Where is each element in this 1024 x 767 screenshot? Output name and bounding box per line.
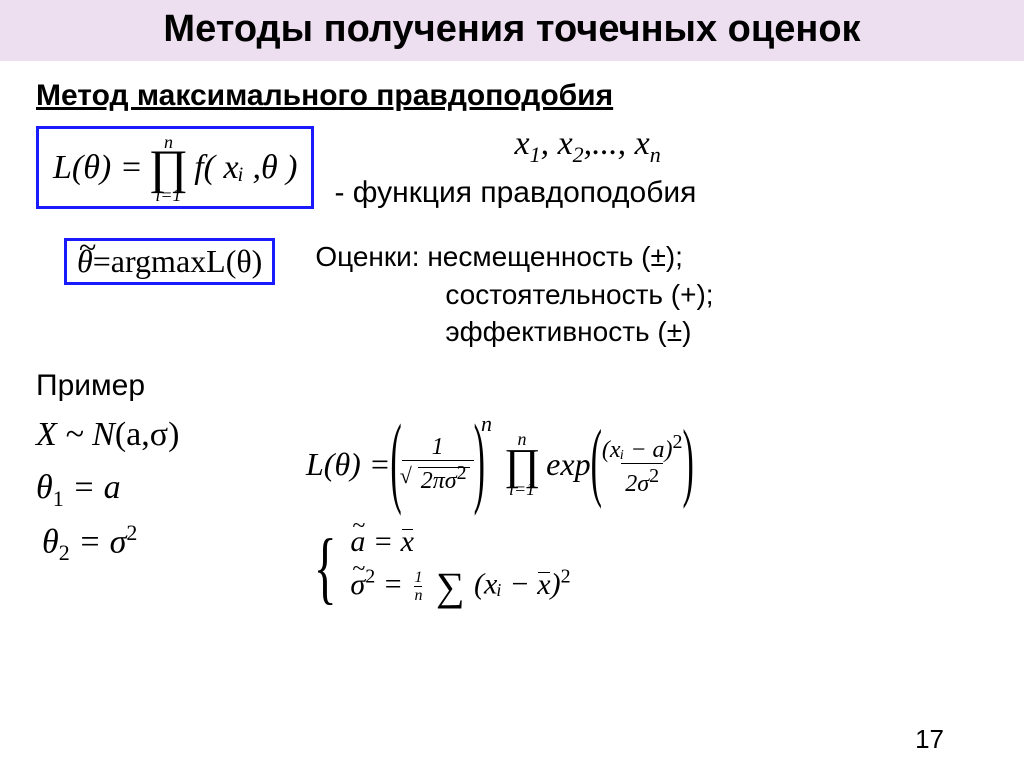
sf-num: 1 — [414, 570, 422, 586]
term-pre: (xᵢ − — [474, 568, 537, 601]
sample-sequence: x1, x2,..., xn — [514, 125, 988, 168]
one-over-n: 1 n — [414, 570, 422, 604]
x2: x — [558, 125, 573, 162]
argmax-op: argmax — [111, 243, 206, 280]
sep1: , — [541, 125, 550, 162]
prod-glyph: ∏ — [149, 149, 189, 187]
exp-num: (xᵢ − a)2 — [602, 432, 683, 463]
frac-den: 2πσ2 — [402, 460, 474, 494]
dots: ,..., — [584, 125, 627, 162]
theta2-pre: θ — [42, 523, 59, 560]
exp-frac: (xᵢ − a)2 2σ2 — [602, 432, 683, 497]
solution-cases: { a = x σ2 = 1 n ∑ (xᵢ − x)2 — [306, 525, 988, 610]
case-lines: a = x σ2 = 1 n ∑ (xᵢ − x)2 — [350, 525, 570, 610]
dist-line: X ~ N(a,σ) — [36, 409, 296, 462]
sf-den: n — [414, 586, 422, 604]
example-L-formula: L(θ) = ( 1 2πσ2 ) n n ∏ i=1 exp ( — [306, 409, 988, 519]
exp-den: 2σ2 — [621, 463, 663, 497]
exp-label: exp — [546, 446, 590, 483]
example-left-block: X ~ N(a,σ) θ1 = a θ2 = σ2 — [36, 409, 296, 570]
frac-num: 1 — [432, 435, 444, 460]
exp-num-pre: (xᵢ − a) — [602, 437, 673, 463]
row-argmax: θ = argmax L(θ) Оценки: несмещенность (±… — [36, 238, 988, 351]
title-bar: Методы получения точечных оценок — [0, 0, 1024, 61]
sol-line-1: a = x — [350, 525, 570, 559]
likelihood-formula: L(θ) = n ∏ i=1 f( xᵢ ,θ ) — [53, 135, 297, 202]
product-symbol: n ∏ i=1 — [149, 135, 189, 202]
sub1: 1 — [530, 142, 541, 167]
sol2-sup: 2 — [365, 566, 375, 588]
prop-line-1: Оценки: несмещенность (±); — [315, 238, 988, 276]
ex-lhs: L(θ) = — [306, 446, 390, 483]
likelihood-function-label: - функция правдоподобия — [334, 176, 988, 210]
theta1-sub: 1 — [53, 486, 64, 511]
x1: x — [514, 125, 529, 162]
dist-pre: X ~ N — [36, 416, 115, 453]
x-bar-2: x — [537, 568, 550, 602]
term-post: ) — [551, 568, 561, 601]
xn: x — [635, 125, 650, 162]
example-label: Пример — [36, 369, 988, 403]
theta1-pre: θ — [36, 469, 53, 506]
theta2-post: = σ — [70, 523, 127, 560]
sub2: 2 — [573, 142, 584, 167]
rparen2: ) — [683, 415, 694, 514]
sigma-tilde: σ — [350, 568, 365, 602]
argmax-box: θ = argmax L(θ) — [64, 238, 275, 285]
theta2-sup: 2 — [126, 520, 137, 545]
estimator-properties: Оценки: несмещенность (±); состоятельнос… — [315, 238, 988, 351]
prop-line-3: эффективность (±) — [315, 313, 988, 351]
left-brace-icon: { — [314, 536, 337, 600]
term-sup: 2 — [561, 566, 571, 588]
radicand-sup: 2 — [457, 462, 467, 484]
x-bar-1: x — [401, 525, 414, 559]
radicand-text: 2πσ — [421, 468, 457, 494]
example-right-block: L(θ) = ( 1 2πσ2 ) n n ∏ i=1 exp ( — [306, 409, 988, 610]
exp-den-sup: 2 — [649, 465, 659, 487]
prod-lower: i=1 — [155, 188, 181, 202]
outer-n: n — [481, 411, 492, 437]
page-number: 17 — [915, 724, 944, 755]
sqrt-symbol: 2πσ2 — [406, 468, 470, 494]
sol2-eq: = — [375, 568, 410, 601]
section-subtitle: Метод максимального правдоподобия — [36, 79, 988, 113]
prod2-glyph: ∏ — [504, 447, 540, 482]
exp-den-pre: 2σ — [625, 471, 649, 497]
theta-tilde: θ — [77, 243, 93, 280]
dist-args: (a,σ) — [115, 416, 180, 453]
row-likelihood: L(θ) = n ∏ i=1 f( xᵢ ,θ ) x1, x2,..., xn… — [36, 125, 988, 210]
argmax-L: L(θ) — [206, 243, 262, 280]
row-example: X ~ N(a,σ) θ1 = a θ2 = σ2 L(θ) = ( 1 2πσ… — [36, 409, 988, 610]
sol1-eq: = — [365, 525, 400, 558]
a-tilde: a — [350, 525, 365, 559]
normal-const-frac: 1 2πσ2 — [402, 435, 474, 494]
sol-line-2: σ2 = 1 n ∑ (xᵢ − x)2 — [350, 563, 570, 610]
lparen2: ( — [591, 415, 602, 514]
subn: n — [650, 142, 661, 167]
theta1-post: = a — [64, 469, 121, 506]
theta2-line: θ2 = σ2 — [36, 516, 296, 570]
exp-num-sup: 2 — [673, 431, 683, 453]
likelihood-box: L(θ) = n ∏ i=1 f( xᵢ ,θ ) — [36, 126, 314, 209]
right-column: x1, x2,..., xn - функция правдоподобия — [334, 125, 988, 210]
prop-line-2: состоятельность (+); — [315, 276, 988, 314]
product-symbol-2: n ∏ i=1 — [504, 432, 540, 496]
prod2-lower: i=1 — [509, 482, 535, 496]
likelihood-rhs: f( xᵢ ,θ ) — [194, 151, 297, 185]
content-area: Метод максимального правдоподобия L(θ) =… — [0, 61, 1024, 610]
theta2-sub: 2 — [59, 540, 70, 565]
theta1-line: θ1 = a — [36, 462, 296, 516]
likelihood-lhs: L(θ) = — [53, 151, 143, 185]
sum-symbol: ∑ — [436, 564, 465, 609]
page-title: Методы получения точечных оценок — [0, 8, 1024, 51]
